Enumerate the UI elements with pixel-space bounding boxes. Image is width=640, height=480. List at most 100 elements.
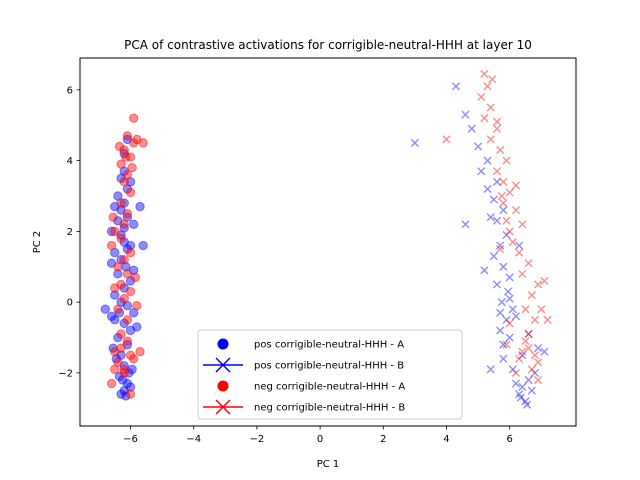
data-point bbox=[129, 219, 139, 230]
data-point bbox=[499, 198, 508, 208]
data-point bbox=[125, 276, 136, 286]
x-tick-label: 4 bbox=[443, 434, 449, 445]
data-point bbox=[530, 351, 540, 360]
data-point bbox=[499, 177, 508, 186]
data-point bbox=[116, 350, 126, 360]
data-point bbox=[473, 142, 483, 151]
y-tick-label: −2 bbox=[58, 368, 73, 379]
data-point bbox=[119, 219, 129, 230]
data-point bbox=[467, 124, 476, 133]
data-point bbox=[122, 208, 133, 219]
data-point bbox=[119, 318, 129, 329]
data-point bbox=[508, 365, 517, 374]
data-point bbox=[129, 265, 139, 276]
data-point bbox=[122, 212, 133, 222]
data-point bbox=[496, 244, 505, 254]
data-point bbox=[518, 220, 527, 229]
legend-marker bbox=[215, 357, 231, 373]
data-point bbox=[516, 393, 525, 402]
data-point bbox=[113, 191, 123, 201]
data-point bbox=[499, 262, 508, 271]
data-point bbox=[125, 187, 136, 198]
y-tick-label: 4 bbox=[67, 156, 73, 167]
data-point bbox=[486, 213, 495, 222]
data-point bbox=[119, 148, 129, 159]
data-point bbox=[116, 279, 126, 290]
data-point bbox=[518, 269, 527, 278]
data-point bbox=[127, 162, 137, 173]
data-point bbox=[524, 344, 533, 353]
data-point bbox=[530, 315, 540, 324]
series-3 bbox=[442, 69, 552, 385]
data-point bbox=[116, 159, 126, 169]
data-point bbox=[543, 315, 552, 324]
data-point bbox=[111, 354, 122, 364]
data-point bbox=[486, 135, 495, 144]
data-point bbox=[125, 240, 136, 251]
data-point bbox=[524, 375, 533, 385]
data-point bbox=[496, 326, 505, 335]
data-point bbox=[492, 216, 502, 225]
data-point bbox=[442, 135, 451, 144]
data-point bbox=[119, 237, 129, 247]
data-point bbox=[106, 258, 117, 268]
data-point bbox=[508, 305, 517, 314]
data-point bbox=[116, 254, 126, 265]
data-point bbox=[524, 329, 533, 339]
data-point bbox=[477, 92, 486, 102]
data-point bbox=[483, 184, 492, 194]
data-point bbox=[533, 358, 543, 367]
data-point bbox=[488, 75, 497, 84]
data-point bbox=[492, 117, 502, 126]
data-point bbox=[521, 397, 530, 406]
data-point bbox=[119, 361, 129, 371]
data-point bbox=[121, 262, 131, 272]
data-point bbox=[125, 382, 136, 392]
data-point bbox=[492, 177, 502, 186]
data-point bbox=[533, 344, 543, 353]
data-point bbox=[122, 244, 133, 254]
data-point bbox=[119, 385, 129, 396]
data-point bbox=[122, 269, 133, 279]
data-point bbox=[480, 69, 489, 79]
data-point bbox=[492, 280, 502, 289]
data-point bbox=[480, 114, 489, 123]
series-2 bbox=[106, 113, 148, 399]
data-point bbox=[106, 226, 117, 237]
data-point bbox=[122, 300, 133, 311]
data-point bbox=[496, 308, 505, 317]
data-point bbox=[108, 212, 118, 222]
data-point bbox=[521, 336, 530, 346]
data-point bbox=[117, 375, 128, 385]
data-point bbox=[114, 141, 125, 152]
data-point bbox=[502, 340, 511, 349]
data-point bbox=[499, 354, 508, 363]
data-point bbox=[522, 400, 532, 409]
data-point bbox=[116, 198, 126, 208]
data-point bbox=[505, 294, 514, 303]
data-point bbox=[106, 311, 117, 322]
data-point bbox=[138, 138, 148, 148]
data-point bbox=[499, 206, 508, 215]
data-point bbox=[110, 283, 120, 293]
data-point bbox=[497, 191, 506, 201]
data-point bbox=[110, 364, 120, 375]
legend-marker bbox=[217, 380, 229, 392]
data-point bbox=[122, 170, 133, 180]
data-point bbox=[119, 198, 129, 208]
y-tick-label: 2 bbox=[67, 227, 73, 238]
data-point bbox=[477, 167, 486, 176]
data-point bbox=[110, 346, 120, 357]
legend-label: pos corrigible-neutral-HHH - A bbox=[254, 340, 404, 351]
data-point bbox=[119, 254, 129, 265]
data-point bbox=[125, 247, 136, 258]
data-point bbox=[119, 223, 129, 233]
data-point bbox=[113, 216, 123, 226]
data-point bbox=[125, 286, 136, 297]
data-point bbox=[515, 241, 524, 250]
data-point bbox=[106, 378, 117, 389]
y-axis-title: PC 2 bbox=[32, 231, 43, 254]
data-point bbox=[113, 262, 123, 272]
data-point bbox=[125, 177, 136, 187]
data-point bbox=[521, 305, 530, 314]
